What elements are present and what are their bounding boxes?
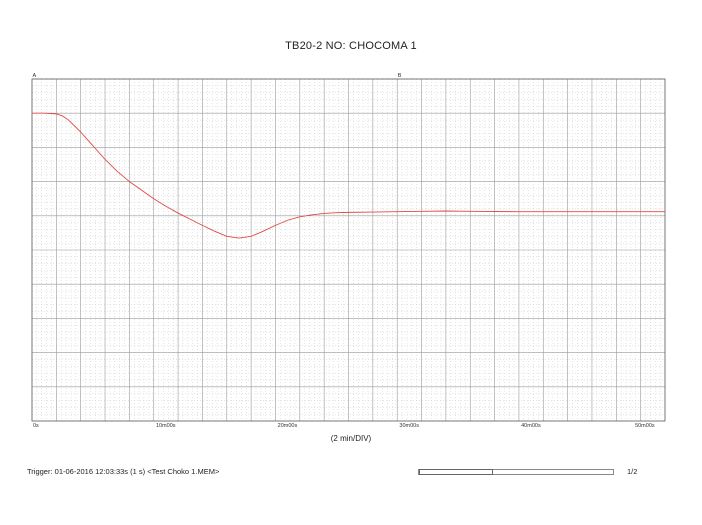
plot-frame <box>31 78 666 422</box>
grid-major <box>32 79 665 421</box>
x-tick-label: 30m00s <box>399 423 419 429</box>
x-tick-label: 10m00s <box>156 423 176 429</box>
scrollbar-thumb[interactable] <box>419 469 493 475</box>
x-tick-label: 20m00s <box>278 423 298 429</box>
x-tick-label: 40m00s <box>521 423 541 429</box>
x-tick-label: 0s <box>33 423 39 429</box>
page-indicator: 1/2 <box>627 467 638 476</box>
series-line <box>32 112 665 239</box>
x-tick-labels: 0s 10m00s 20m00s 30m00s 40m00s 50m00s <box>33 423 655 429</box>
trigger-info: Trigger: 01-06-2016 12:03:33s (1 s) <Tes… <box>27 467 220 476</box>
cursor-label: A <box>33 73 37 79</box>
x-tick-label: 50m00s <box>635 423 655 429</box>
chart-title: TB20-2 NO: CHOCOMA 1 <box>285 40 417 52</box>
cursor-label: B <box>398 73 402 79</box>
page-scrollbar[interactable] <box>418 469 614 475</box>
x-axis-label: (2 min/DIV) <box>330 434 372 443</box>
